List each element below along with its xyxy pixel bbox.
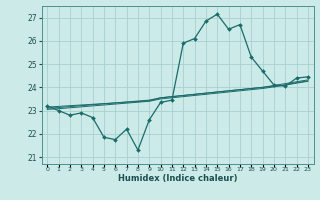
X-axis label: Humidex (Indice chaleur): Humidex (Indice chaleur)	[118, 174, 237, 183]
